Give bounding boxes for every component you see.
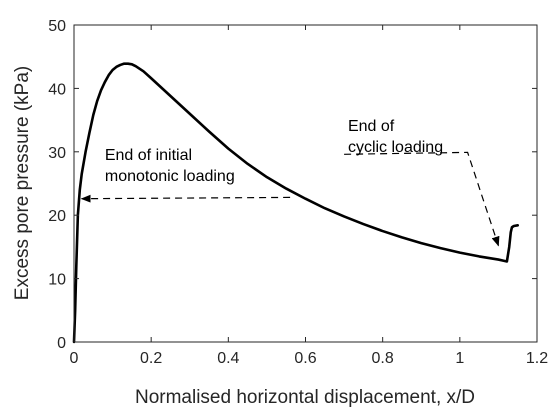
x-axis-label: Normalised horizontal displacement, x/D — [135, 387, 475, 408]
y-tick-label: 0 — [57, 335, 66, 352]
annotation-arrow — [344, 151, 500, 247]
y-tick-label: 50 — [48, 18, 66, 35]
x-tick-label: 0 — [70, 350, 79, 367]
x-tick-label: 1 — [455, 350, 464, 367]
series-line — [72, 62, 520, 344]
annotation-layer: End of initial monotonic loading End of cyc… — [80, 118, 500, 247]
y-tick-label: 20 — [48, 208, 66, 225]
ticks-layer: 0 0.2 0.4 0.6 0.8 1 1.2 0 10 20 30 40 50 — [48, 18, 548, 367]
annotation-text: End of initial — [105, 147, 192, 164]
y-tick-label: 40 — [48, 81, 66, 98]
y-tick-label: 30 — [48, 145, 66, 162]
series-layer — [72, 62, 520, 344]
y-tick-label: 10 — [48, 272, 66, 289]
annotation-text: cyclic loading — [348, 139, 443, 156]
x-tick-label: 0.8 — [372, 350, 394, 367]
x-tick-label: 0.2 — [140, 350, 162, 367]
annotation-text: monotonic loading — [105, 168, 235, 185]
x-tick-label: 1.2 — [526, 350, 548, 367]
y-axis-label: Excess pore pressure (kPa) — [12, 66, 33, 300]
x-tick-label: 0.6 — [294, 350, 316, 367]
annotation-arrow — [80, 194, 291, 203]
x-tick-label: 0.4 — [217, 350, 239, 367]
annotation-text: End of — [348, 118, 395, 135]
